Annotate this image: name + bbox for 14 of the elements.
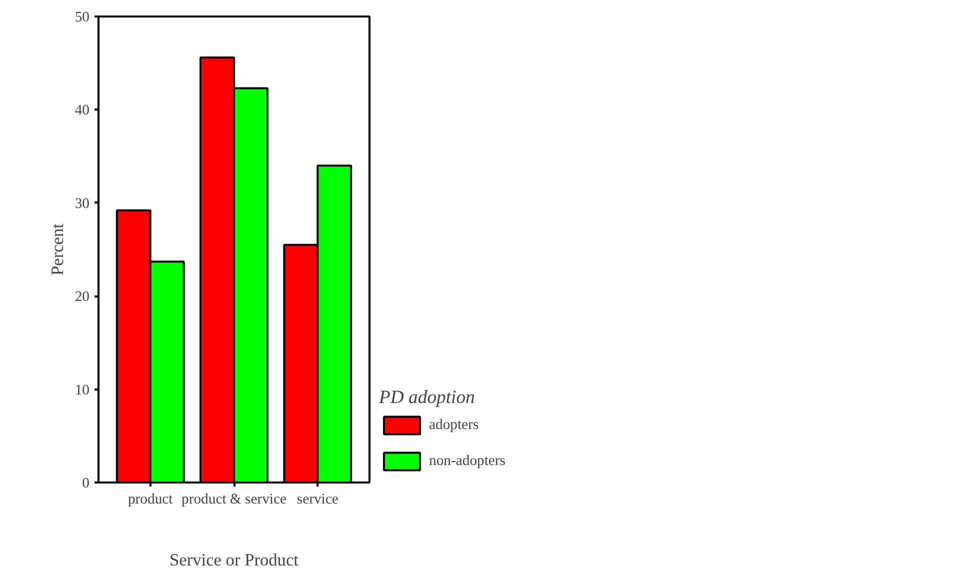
- x-axis-title: Service or Product: [170, 550, 299, 570]
- legend-label: non-adopters: [429, 452, 506, 470]
- y-tick-label: 20: [74, 289, 90, 306]
- y-tick-label: 40: [74, 102, 90, 119]
- x-tick-label: product & service: [182, 492, 286, 508]
- y-tick-label: 50: [74, 10, 90, 26]
- y-tick-label: 0: [82, 476, 90, 492]
- x-tick-label: product: [128, 492, 173, 508]
- y-axis-title: Percent: [48, 223, 67, 276]
- legend-title: PD adoption: [379, 387, 476, 409]
- x-tick-label: service: [296, 492, 338, 508]
- y-tick-label: 30: [74, 196, 90, 212]
- y-tick-label: 10: [74, 382, 90, 398]
- legend-label: adopters: [429, 416, 479, 434]
